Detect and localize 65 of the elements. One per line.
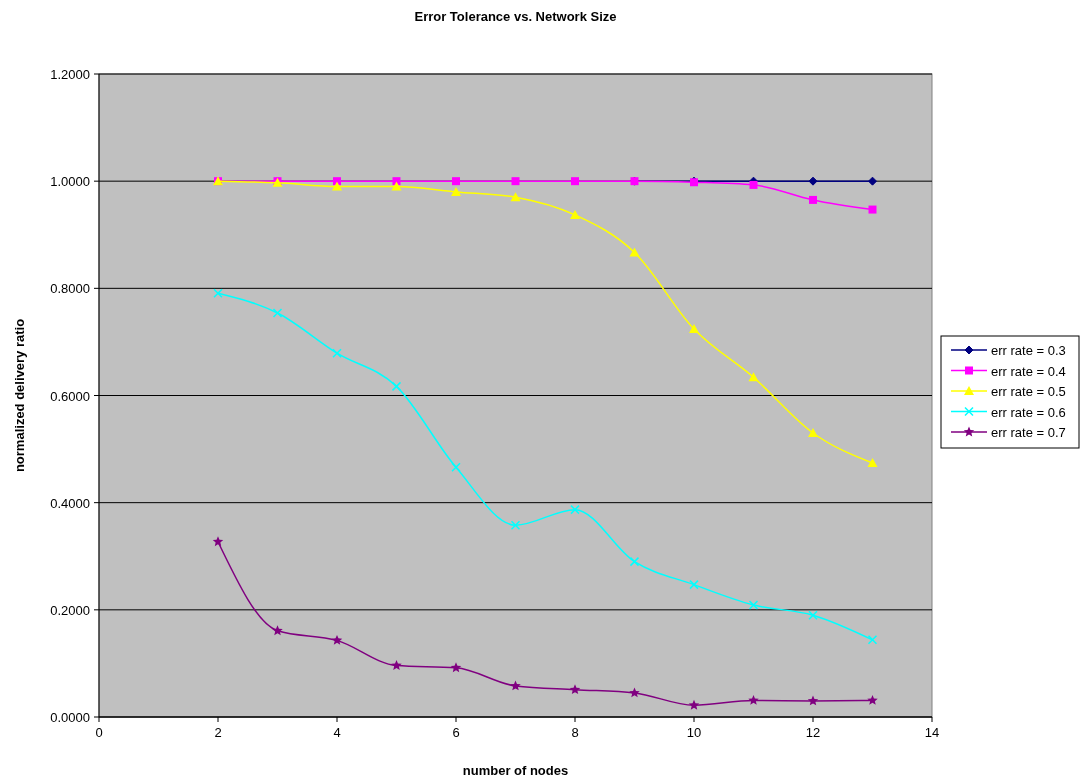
y-tick-label: 0.6000	[50, 388, 90, 404]
y-tick-label: 0.0000	[50, 710, 90, 725]
legend-label: err rate = 0.3	[991, 343, 1066, 358]
point	[868, 205, 877, 214]
point	[808, 428, 818, 438]
point	[689, 324, 699, 334]
point	[510, 192, 521, 202]
point	[272, 308, 283, 318]
chart-title: Error Tolerance vs. Network Size	[414, 9, 617, 24]
point	[450, 662, 462, 673]
point	[332, 181, 342, 191]
y-tick-label: 1.0000	[50, 174, 90, 190]
point	[689, 579, 699, 590]
point	[332, 348, 342, 358]
y-axis-title: normalized delivery ratio	[12, 318, 27, 473]
point	[569, 684, 581, 695]
point	[629, 247, 640, 257]
point	[629, 687, 640, 698]
point	[511, 177, 520, 186]
point	[688, 699, 700, 710]
x-tick-label: 0	[95, 725, 103, 740]
point	[452, 177, 460, 186]
point	[391, 381, 402, 392]
x-tick-label: 14	[924, 725, 940, 740]
y-tick-label: 0.2000	[50, 602, 90, 618]
point	[451, 186, 461, 196]
point	[213, 288, 223, 298]
point	[867, 458, 878, 468]
point	[571, 177, 579, 186]
legend-label: err rate = 0.7	[991, 425, 1066, 440]
point	[629, 556, 640, 567]
legend-label: err rate = 0.5	[991, 384, 1066, 399]
point	[809, 195, 817, 204]
point	[868, 176, 877, 186]
point	[808, 610, 818, 620]
point	[391, 181, 402, 191]
y-tick-label: 0.8000	[50, 281, 90, 297]
point	[510, 680, 521, 691]
point	[749, 180, 758, 189]
point	[451, 462, 461, 473]
point	[748, 372, 759, 382]
y-tick-label: 0.4000	[50, 495, 90, 511]
point	[331, 634, 343, 645]
point	[748, 694, 759, 705]
point	[510, 520, 521, 530]
point	[867, 694, 878, 705]
point	[570, 209, 580, 219]
x-tick-label: 10	[686, 725, 702, 740]
legend-label: err rate = 0.4	[991, 363, 1066, 379]
legend-label: err rate = 0.6	[991, 404, 1066, 420]
point	[212, 536, 224, 547]
point	[748, 600, 759, 610]
point	[867, 635, 878, 645]
point	[391, 660, 402, 671]
x-tick-label: 12	[805, 725, 821, 740]
point	[808, 176, 818, 186]
x-tick-label: 8	[571, 725, 579, 740]
x-axis-title: number of nodes	[462, 763, 569, 778]
point	[272, 625, 283, 636]
point	[570, 504, 580, 515]
x-tick-label: 2	[214, 725, 222, 740]
y-tick-label: 1.2000	[50, 67, 90, 82]
x-tick-label: 4	[333, 725, 341, 740]
x-tick-label: 6	[452, 725, 460, 740]
point	[807, 695, 819, 706]
